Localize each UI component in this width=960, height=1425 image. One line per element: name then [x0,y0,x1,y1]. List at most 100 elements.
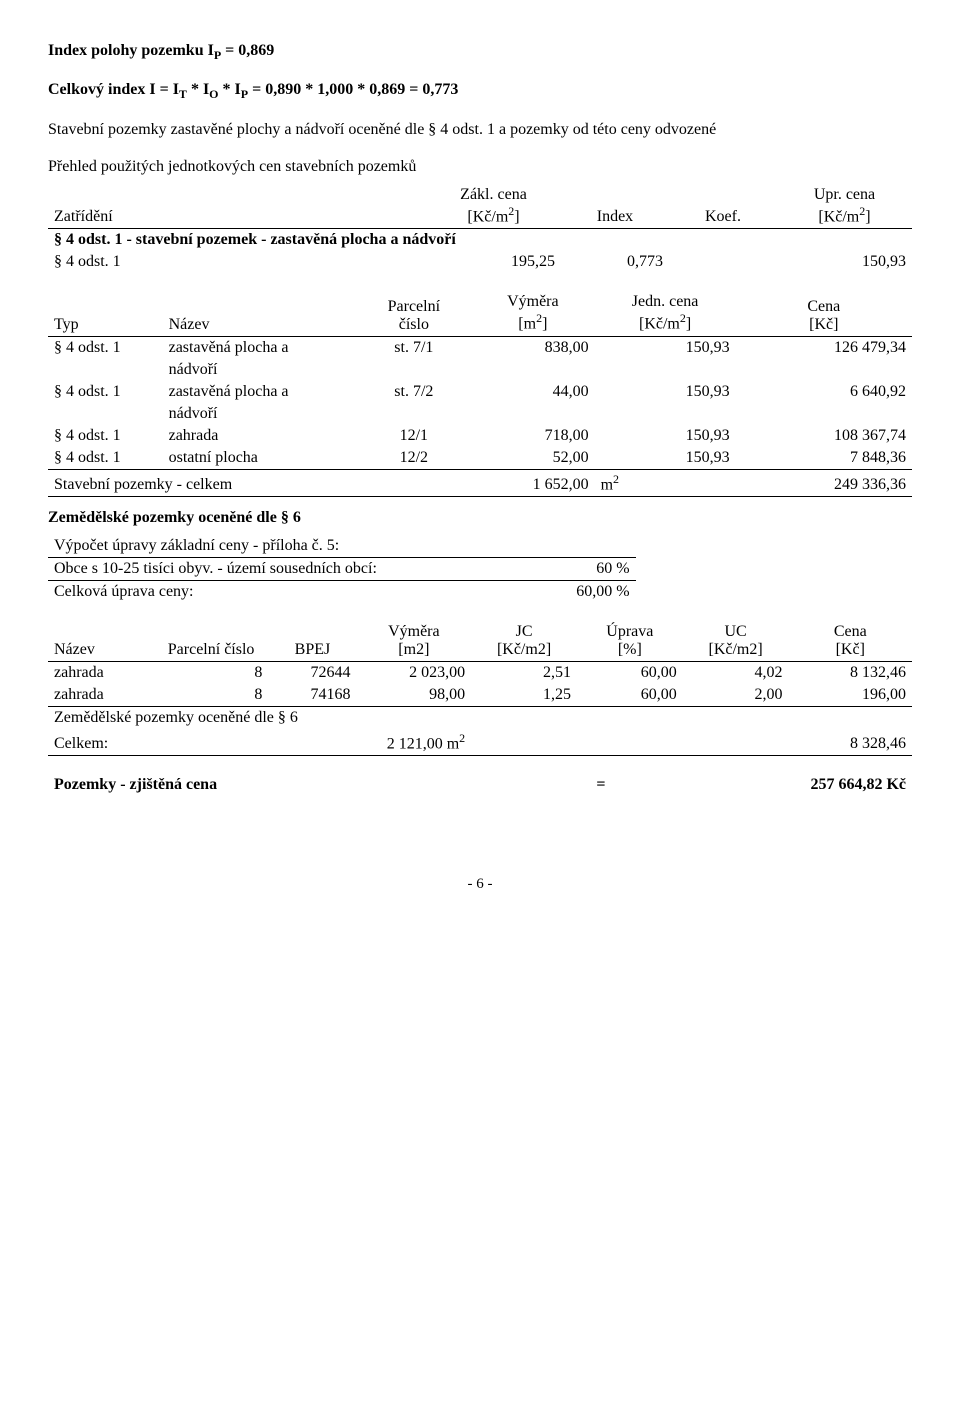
cell: 2,00 [683,684,789,707]
cell: zahrada [48,662,154,684]
table-sum-row: Stavební pozemky - celkem 1 652,00 m2 24… [48,470,912,497]
th-parcelni: Parcelní číslo [154,621,269,662]
th-uc: UC[Kč/m2] [683,621,789,662]
final-eq: = [566,774,635,796]
table-row-cont: nádvoří [48,403,912,425]
sum-vymera: 2 121,00 m2 [268,729,471,756]
th-zatrideni: Zatřídění [48,184,426,229]
final-line: Pozemky - zjištěná cena = 257 664,82 Kč [48,774,912,796]
cell: 12/1 [357,425,472,447]
text: Celkový index I = I [48,81,179,98]
text: * I [187,81,209,98]
cell: 12/2 [357,447,472,470]
sum-group-label: Zemědělské pozemky oceněné dle § 6 [48,707,912,729]
cell: 72644 [268,662,356,684]
cell: § 4 odst. 1 [48,381,163,403]
cell: 74168 [268,684,356,707]
cell: 2,51 [471,662,577,684]
sum-label: Stavební pozemky - celkem [48,470,471,497]
cell: zahrada [48,684,154,707]
th-cena: Cena[Kč] [736,291,912,336]
cell: § 4 odst. 1 [48,337,163,359]
row-value: 60 % [518,557,636,580]
page-number: - 6 - [48,876,912,893]
sum-unit: m2 [595,470,736,497]
text: * I [219,81,241,98]
row-value: 60,00 % [518,580,636,603]
table-zemedelske: Název Parcelní číslo BPEJ Výměra[m2] JC[… [48,621,912,756]
table-row: § 4 odst. 1 zahrada 12/1 718,00 150,93 1… [48,425,912,447]
th-uprava: Úprava[%] [577,621,683,662]
cell: 98,00 [357,684,472,707]
th-nazev: Název [48,621,154,662]
cell: 195,25 [426,251,561,273]
cell: st. 7/1 [357,337,472,359]
th-jc: JC[Kč/m2] [471,621,577,662]
sum-label: Celkem: [48,729,268,756]
table-pozemky-detail: Typ Název Parcelníčíslo Výměra [m2] Jedn… [48,291,912,497]
th-vymera: Výměra [m2] [471,291,594,336]
th-koef: Koef. [669,184,777,229]
th-parcelni: Parcelníčíslo [357,291,472,336]
cell: zahrada [163,425,357,447]
sum-vymera: 1 652,00 [471,470,594,497]
cell: 52,00 [471,447,594,470]
para-prehled: Přehled použitých jednotkových cen stave… [48,156,912,178]
th-vymera: Výměra[m2] [357,621,472,662]
table-row: § 4 odst. 1 ostatní plocha 12/2 52,00 15… [48,447,912,470]
sub-p: P [241,88,248,102]
text: = 0,869 [221,42,274,59]
cell: 196,00 [789,684,913,707]
th-zakl-cena: Zákl. cena [Kč/m2] [426,184,561,229]
row-label: Obce s 10-25 tisíci obyv. - území soused… [48,557,518,580]
cell: 150,93 [595,425,736,447]
cell: 126 479,34 [736,337,912,359]
row-group-title: § 4 odst. 1 - stavební pozemek - zastavě… [48,229,912,251]
cell: zastavěná plocha a [163,381,357,403]
cell: § 4 odst. 1 [48,447,163,470]
cell: 44,00 [471,381,594,403]
table-sum-row: Celkem: 2 121,00 m2 8 328,46 [48,729,912,756]
cell: 4,02 [683,662,789,684]
cell: 0,773 [561,251,669,273]
sum-cena: 249 336,36 [736,470,912,497]
cell: ostatní plocha [163,447,357,470]
table-row: zahrada 8 72644 2 023,00 2,51 60,00 4,02… [48,662,912,684]
cell: 60,00 [577,684,683,707]
th-upr-cena: Upr. cena [Kč/m2] [777,184,912,229]
cell: 150,93 [595,337,736,359]
index-polohy-line: Index polohy pozemku IP = 0,869 [48,40,912,63]
text: Index polohy pozemku I [48,42,214,59]
cell: 7 848,36 [736,447,912,470]
sub-t: T [179,88,187,102]
cell: 60,00 [577,662,683,684]
th-typ: Typ [48,291,163,336]
sum-cena: 8 328,46 [789,729,913,756]
celkovy-index-line: Celkový index I = IT * IO * IP = 0,890 *… [48,79,912,102]
cell: 108 367,74 [736,425,912,447]
th-index: Index [561,184,669,229]
cell: nádvoří [163,359,357,381]
table-uprava-ceny: Výpočet úpravy základní ceny - příloha č… [48,535,636,603]
final-label: Pozemky - zjištěná cena [48,774,566,796]
cell: 8 132,46 [789,662,913,684]
cell: 1,25 [471,684,577,707]
cell-empty [669,251,777,273]
text: = 0,890 * 1,000 * 0,869 = 0,773 [248,81,458,98]
table-row-cont: nádvoří [48,359,912,381]
cell: 718,00 [471,425,594,447]
table-row: § 4 odst. 1 zastavěná plocha a st. 7/1 8… [48,337,912,359]
cell: 8 [154,684,269,707]
cell: § 4 odst. 1 [48,251,426,273]
table-zatrideni: Zatřídění Zákl. cena [Kč/m2] Index Koef.… [48,184,912,273]
cell: zastavěná plocha a [163,337,357,359]
cell: 8 [154,662,269,684]
th-jedn-cena: Jedn. cena [Kč/m2] [595,291,736,336]
sub-o: O [209,88,218,102]
cell: 6 640,92 [736,381,912,403]
table-row: § 4 odst. 1 zastavěná plocha a st. 7/2 4… [48,381,912,403]
cell: 2 023,00 [357,662,472,684]
row-label: Celková úprava ceny: [48,580,518,603]
row-label: Výpočet úpravy základní ceny - příloha č… [48,535,636,558]
final-value: 257 664,82 Kč [636,774,912,796]
